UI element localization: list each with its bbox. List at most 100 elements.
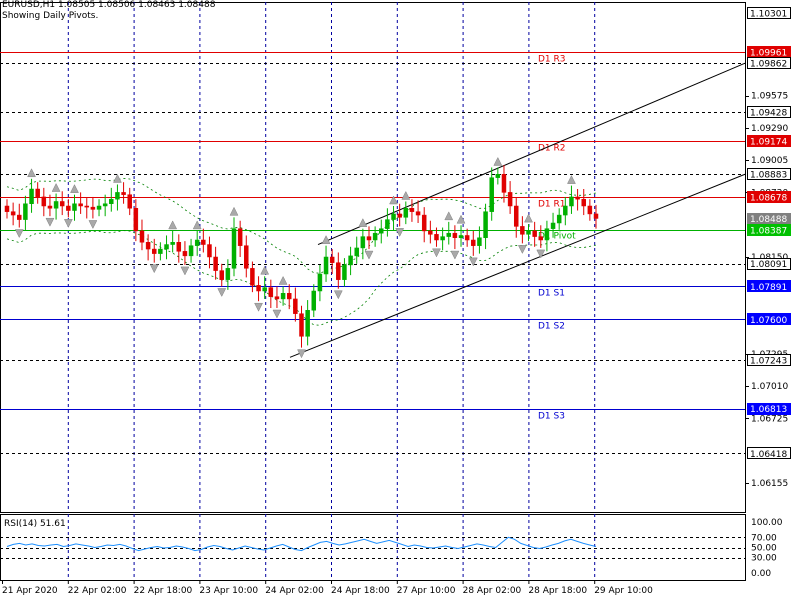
candle-body: [201, 239, 206, 245]
candle-body: [72, 203, 77, 211]
main-frame: [0, 2, 746, 513]
price-label-box: [747, 354, 791, 366]
candle-body: [121, 192, 126, 195]
candle-body: [336, 262, 341, 280]
fractal-down-marker: [450, 250, 460, 260]
candle-body: [569, 196, 574, 207]
candle-body: [29, 188, 34, 204]
candles-group: [4, 156, 599, 359]
candle-body: [41, 196, 47, 207]
candle-body: [489, 177, 494, 212]
x-axis-label: 22 Apr 02:00: [68, 586, 127, 596]
candle-body: [268, 287, 274, 297]
candle-body: [434, 234, 439, 241]
pivot-level-label: D1 Pivot: [538, 232, 576, 242]
candle-body: [164, 244, 169, 250]
candle-body: [286, 293, 292, 300]
candle-body: [47, 205, 53, 209]
candle-body: [593, 213, 599, 219]
candle-body: [556, 214, 562, 224]
candle-body: [446, 232, 451, 237]
candle-body: [342, 264, 347, 280]
candle-body: [526, 230, 531, 235]
candle-body: [563, 205, 568, 216]
rsi-tick-label: 70.00: [751, 533, 777, 543]
candle-body: [4, 205, 10, 212]
candle-body: [188, 245, 194, 257]
price-label-text: 1.09428: [750, 109, 787, 119]
rsi-tick-label: 100.00: [751, 518, 783, 528]
price-tick-label: 1.06725: [751, 415, 788, 425]
candle-body: [317, 273, 323, 292]
candle-body: [581, 198, 586, 207]
fractal-up-marker: [192, 220, 202, 230]
candle-body: [329, 256, 335, 263]
fractal-up-marker: [401, 190, 411, 200]
rsi-frame: [0, 514, 746, 581]
fractal-up-marker: [168, 220, 178, 230]
fractal-down-marker: [14, 229, 24, 239]
candle-body: [250, 268, 255, 286]
candle-body: [495, 174, 501, 178]
x-axis-label: 28 Apr 18:00: [528, 586, 587, 596]
candle-body: [102, 203, 108, 207]
candle-body: [10, 211, 16, 216]
candle-body: [348, 255, 353, 266]
rsi-title: RSI(14) 51.61: [4, 519, 66, 529]
candle-body: [421, 214, 427, 232]
fractal-up-marker: [524, 213, 533, 223]
fractal-up-marker: [389, 195, 398, 205]
indicator-subtitle: Showing Daily Pivots.: [2, 11, 99, 21]
price-label-text: 1.08488: [750, 215, 787, 225]
fractal-down-marker: [333, 290, 343, 300]
price-tick-label: 1.06155: [751, 479, 788, 489]
candle-body: [152, 248, 157, 254]
candle-body: [323, 256, 329, 275]
candle-body: [575, 196, 580, 200]
candle-body: [158, 248, 163, 254]
x-axis-label: 28 Apr 02:00: [463, 586, 522, 596]
price-label-text: 1.08091: [750, 260, 787, 270]
fractal-down-marker: [149, 264, 159, 274]
candle-body: [96, 205, 102, 210]
price-label-text: 1.06418: [750, 450, 787, 460]
candle-body: [440, 236, 445, 241]
price-label-box: [747, 313, 791, 325]
pivot-level-label: D1 S1: [538, 289, 565, 299]
price-tick-label: 1.07010: [751, 382, 788, 392]
candle-body: [403, 208, 409, 218]
channel-upper-line: [317, 62, 746, 245]
fractal-down-marker: [297, 349, 306, 359]
x-axis-label: 24 Apr 18:00: [331, 586, 390, 596]
fractal-up-marker: [456, 214, 466, 224]
fractal-up-marker: [113, 173, 122, 183]
price-label-text: 1.07891: [750, 283, 787, 293]
candle-body: [587, 205, 593, 215]
channel-lower-line: [289, 173, 746, 358]
price-label-text: 1.06813: [750, 405, 787, 415]
candle-body: [274, 296, 280, 300]
price-label-box: [747, 57, 791, 69]
price-label-text: 1.09862: [750, 59, 787, 69]
price-label-text: 1.10301: [750, 10, 787, 20]
candle-body: [532, 230, 537, 237]
price-label-text: 1.08678: [750, 194, 787, 204]
fractal-down-marker: [536, 249, 546, 259]
candle-body: [360, 236, 366, 249]
candle-body: [311, 290, 317, 311]
candle-body: [354, 247, 359, 257]
price-label-text: 1.07600: [750, 316, 787, 326]
price-label-box: [747, 7, 791, 19]
candle-body: [66, 205, 71, 211]
rsi-tick-label: 30.00: [751, 554, 777, 564]
fractal-up-marker: [229, 206, 239, 216]
candle-body: [280, 293, 286, 300]
candle-body: [237, 228, 243, 246]
fractal-down-marker: [254, 302, 263, 312]
candle-body: [520, 226, 525, 235]
candle-body: [213, 256, 218, 271]
candle-body: [109, 198, 114, 204]
candle-body: [305, 310, 310, 337]
candle-body: [225, 268, 231, 280]
